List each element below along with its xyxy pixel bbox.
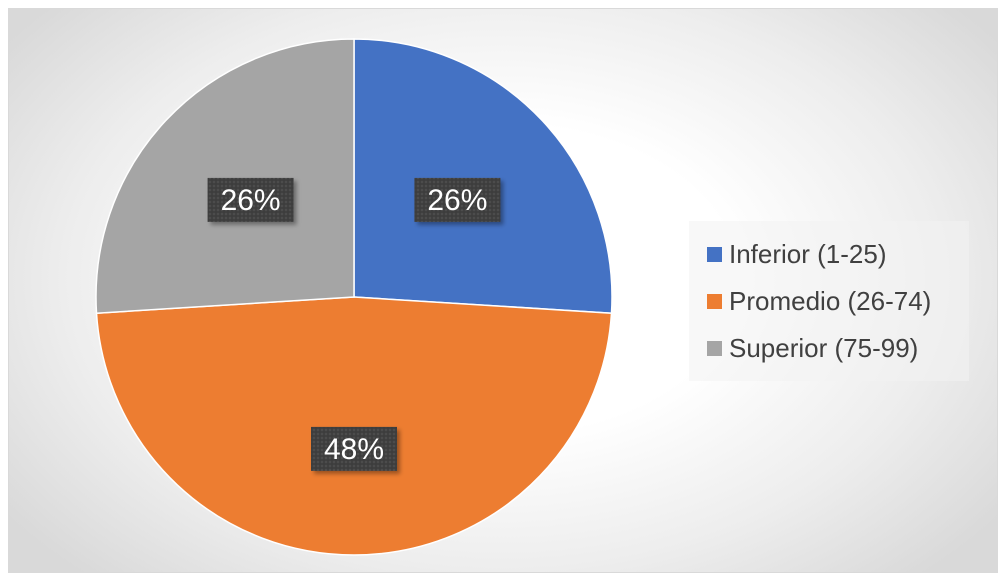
legend-label-superior: Superior (75-99) [729,332,919,363]
data-label-box-inferior [414,177,501,222]
legend-swatch-inferior [707,246,722,262]
data-label-inferior: 26% [414,177,501,222]
legend-item-promedio: Promedio (26-74) [707,284,931,318]
data-label-box-superior [207,177,294,222]
legend-label-inferior: Inferior (1-25) [729,238,887,269]
legend: Inferior (1-25) Promedio (26-74) Superio… [689,221,969,381]
chart-area: 26% 48% 26% Inferior (1-25) Promedio (26-7… [8,8,998,573]
data-label-promedio: 48% [311,426,397,471]
data-label-superior: 26% [207,177,294,222]
data-label-text-inferior: 26% [427,184,487,217]
pie-slice-inferior [353,38,613,314]
legend-swatch-superior [707,340,722,356]
legend-label-promedio: Promedio (26-74) [729,285,932,316]
pie-data-labels: 26% 48% 26% [207,177,501,471]
pie-slice-superior [95,38,355,314]
pie-slices [95,38,613,556]
data-label-text-superior: 26% [221,184,281,217]
data-label-text-promedio: 48% [324,433,384,466]
legend-item-inferior: Inferior (1-25) [707,237,887,271]
data-label-box-promedio [311,426,397,471]
legend-item-superior: Superior (75-99) [707,331,918,365]
pie-chart: 26% 48% 26% [95,38,613,556]
pie-slice-promedio [95,296,613,556]
legend-swatch-promedio [707,293,722,309]
